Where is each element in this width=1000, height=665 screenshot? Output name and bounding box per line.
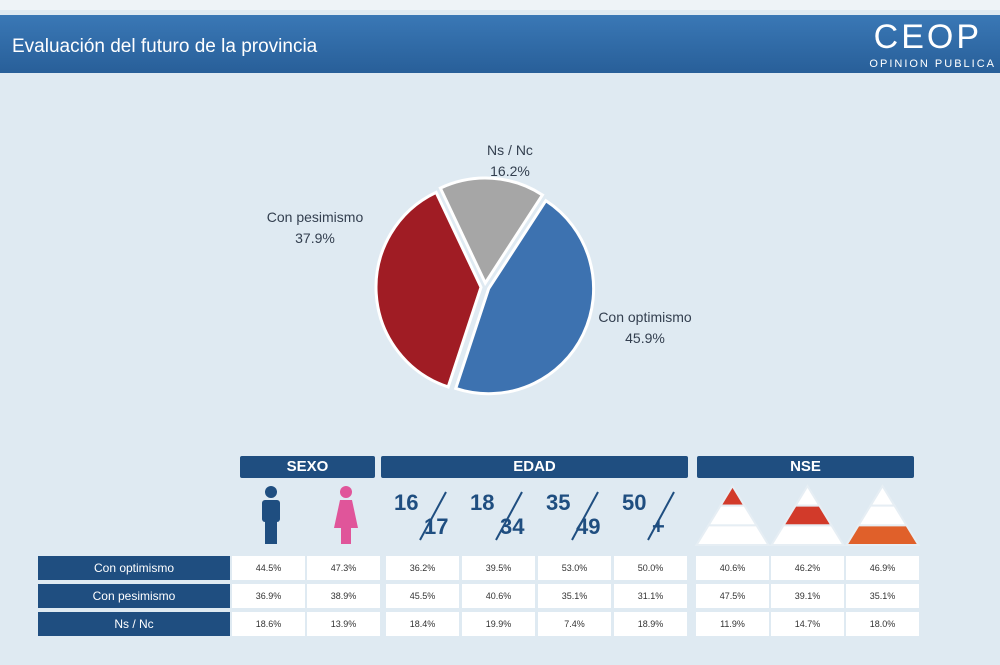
table-cell: 40.6% — [462, 584, 535, 608]
nse-band — [793, 484, 822, 507]
table-cell: 18.9% — [614, 612, 687, 636]
logo-subtitle: OPINION PUBLICA — [869, 58, 996, 70]
header-bar — [0, 15, 1000, 73]
table-cell: 18.4% — [386, 612, 459, 636]
group-header: SEXO — [240, 456, 375, 478]
table-cell: 7.4% — [538, 612, 611, 636]
age-to: 17 — [424, 514, 449, 539]
slice-name: Ns / Nc — [487, 142, 533, 158]
row-label: Con pesimismo — [38, 584, 230, 608]
nse-band — [844, 524, 921, 546]
table-cell: 40.6% — [696, 556, 769, 580]
age-from: 35 — [546, 490, 571, 515]
slice-label: Con pesimismo 37.9% — [260, 207, 370, 249]
slice-value: 16.2% — [490, 163, 530, 179]
nse-band — [868, 484, 897, 507]
nse-band — [769, 524, 846, 546]
age-to: + — [652, 514, 665, 539]
slide-title: Evaluación del futuro de la provincia — [12, 36, 318, 57]
group-header: EDAD — [381, 456, 688, 478]
table-cell: 36.9% — [232, 584, 305, 608]
man-icon — [265, 520, 277, 544]
pie-slice — [453, 198, 596, 396]
table-cell: 18.6% — [232, 612, 305, 636]
age-from: 16 — [394, 490, 419, 515]
slice-name: Con pesimismo — [266, 209, 364, 225]
nse-band — [694, 524, 771, 546]
age-to: 34 — [500, 514, 525, 539]
age-from: 18 — [470, 490, 495, 515]
woman-icon — [334, 500, 358, 528]
slice-label: Con optimismo 45.9% — [590, 307, 700, 349]
slice-name: Con optimismo — [598, 309, 692, 325]
table-cell: 45.5% — [386, 584, 459, 608]
top-strip — [0, 0, 1000, 10]
table-cell: 35.1% — [846, 584, 919, 608]
table-cell: 50.0% — [614, 556, 687, 580]
table-cell: 35.1% — [538, 584, 611, 608]
age-slash — [647, 491, 675, 541]
table-cell: 31.1% — [614, 584, 687, 608]
table-cell: 13.9% — [307, 612, 380, 636]
age-to: 49 — [576, 514, 601, 539]
table-cell: 39.5% — [462, 556, 535, 580]
table-cell: 53.0% — [538, 556, 611, 580]
row-label: Con optimismo — [38, 556, 230, 580]
man-icon — [265, 486, 277, 498]
slice-value: 45.9% — [625, 330, 665, 346]
table-cell: 46.9% — [846, 556, 919, 580]
table-cell: 36.2% — [386, 556, 459, 580]
table-cell: 47.3% — [307, 556, 380, 580]
woman-icon — [340, 486, 352, 498]
table-cell: 44.5% — [232, 556, 305, 580]
table-cell: 47.5% — [696, 584, 769, 608]
table-cell: 18.0% — [846, 612, 919, 636]
nse-band — [706, 504, 759, 527]
logo: CEOP — [873, 18, 982, 56]
slice-label: Ns / Nc 16.2% — [455, 140, 565, 182]
table-cell: 46.2% — [771, 556, 844, 580]
age-slash — [571, 491, 599, 541]
row-label: Ns / Nc — [38, 612, 230, 636]
age-from: 50 — [622, 490, 647, 515]
nse-band — [856, 504, 909, 527]
nse-band — [781, 504, 834, 527]
man-icon — [262, 500, 280, 522]
table-cell: 14.7% — [771, 612, 844, 636]
woman-icon — [341, 527, 351, 544]
nse-band — [718, 484, 747, 507]
table-cell: 38.9% — [307, 584, 380, 608]
slice-value: 37.9% — [295, 230, 335, 246]
table-cell: 19.9% — [462, 612, 535, 636]
pie-slice — [374, 190, 483, 389]
table-cell: 11.9% — [696, 612, 769, 636]
pie-slice — [438, 176, 545, 287]
group-header: NSE — [697, 456, 914, 478]
age-slash — [495, 491, 523, 541]
table-cell: 39.1% — [771, 584, 844, 608]
age-slash — [419, 491, 447, 541]
